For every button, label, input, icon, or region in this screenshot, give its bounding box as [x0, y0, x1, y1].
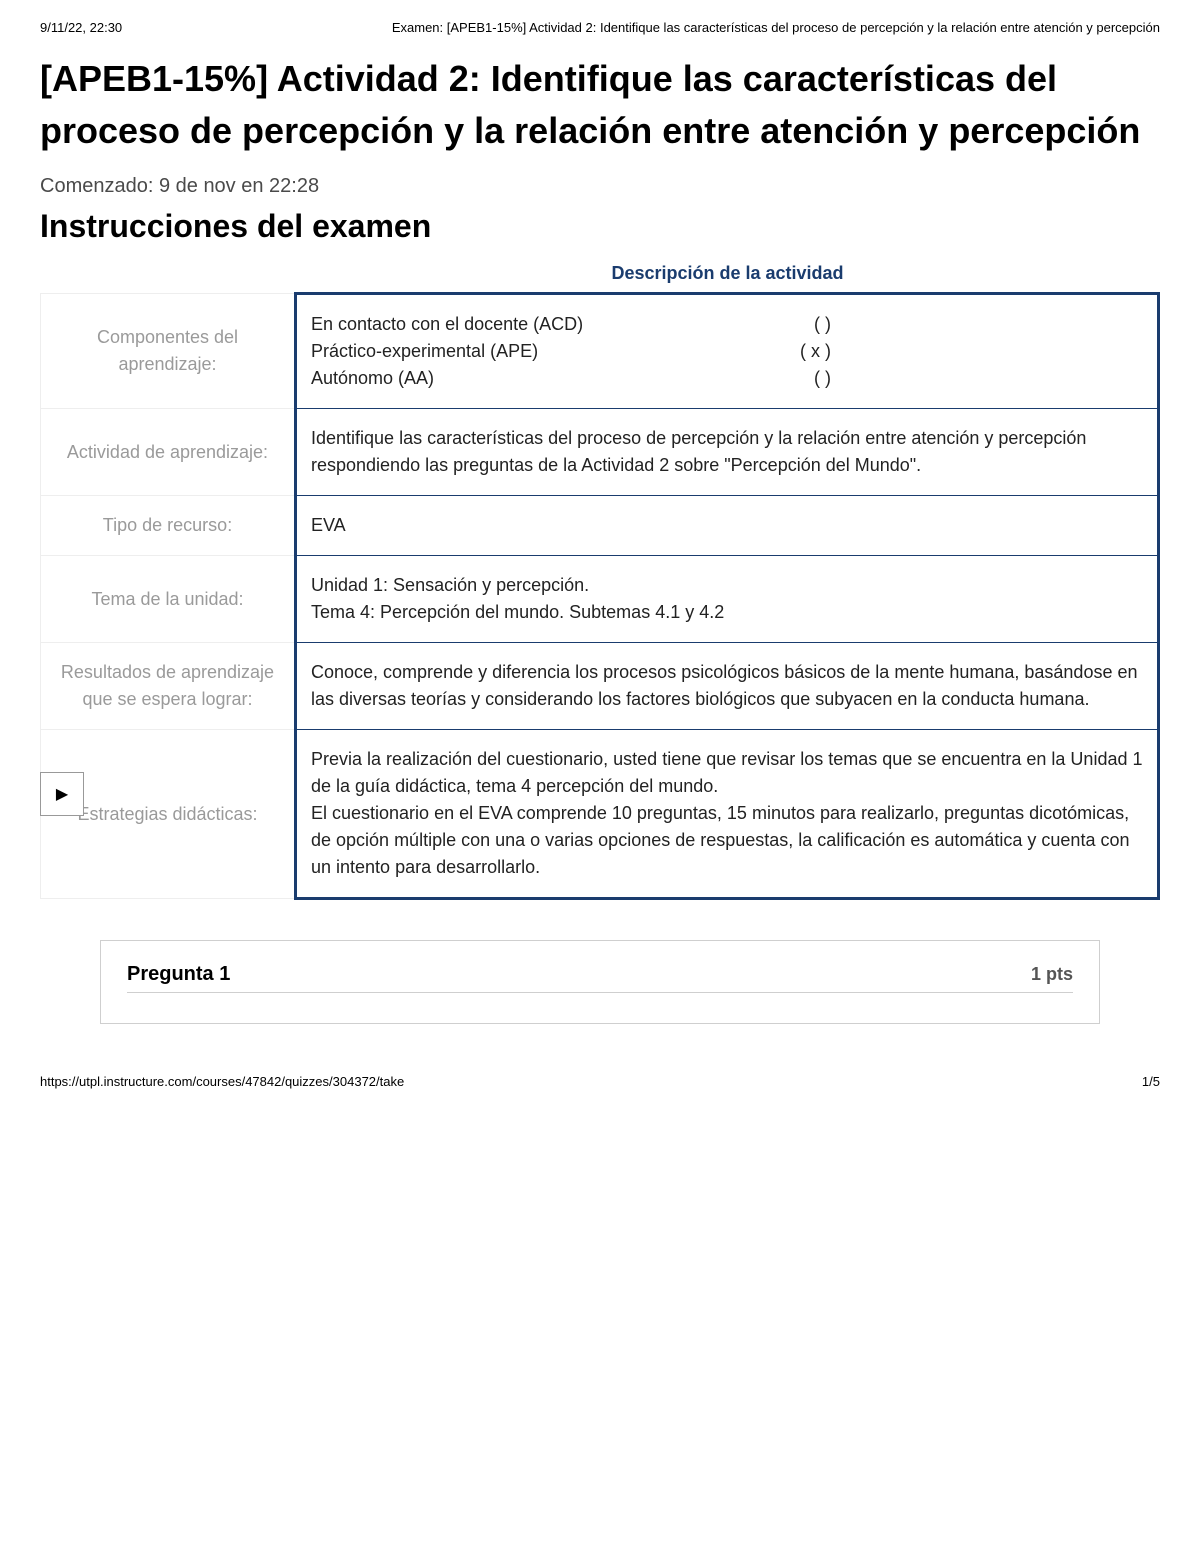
question-card: Pregunta 1 1 pts [100, 940, 1100, 1024]
activity-table: Componentes del aprendizaje: En contacto… [40, 292, 1160, 900]
row-value: En contacto con el docente (ACD) ( ) Prác… [296, 294, 1159, 409]
row-value: EVA [296, 496, 1159, 556]
row-value: Previa la realización del cuestionario, … [296, 730, 1159, 899]
component-mark: ( ) [814, 365, 831, 392]
question-header: Pregunta 1 1 pts [127, 963, 1073, 993]
table-row: Tipo de recurso: EVA [41, 496, 1159, 556]
row-value: Unidad 1: Sensación y percepción. Tema 4… [296, 556, 1159, 643]
question-title: Pregunta 1 [127, 963, 230, 986]
row-value: Identifique las características del proc… [296, 409, 1159, 496]
component-mark: ( ) [814, 311, 831, 338]
description-heading: Descripción de la actividad [40, 263, 1160, 284]
instructions-heading: Instrucciones del examen [40, 208, 1160, 245]
print-doc-title: Examen: [APEB1-15%] Actividad 2: Identif… [392, 20, 1160, 35]
question-points: 1 pts [1031, 964, 1073, 985]
row-label: Resultados de aprendizaje que se espera … [41, 643, 296, 730]
page-title: [APEB1-15%] Actividad 2: Identifique las… [40, 53, 1160, 157]
footer-url: https://utpl.instructure.com/courses/478… [40, 1074, 404, 1089]
table-row: Componentes del aprendizaje: En contacto… [41, 294, 1159, 409]
print-timestamp: 9/11/22, 22:30 [40, 20, 122, 35]
table-row: Estrategias didácticas: Previa la realiz… [41, 730, 1159, 899]
started-text: Comenzado: 9 de nov en 22:28 [40, 175, 1160, 198]
table-row: Resultados de aprendizaje que se espera … [41, 643, 1159, 730]
row-label: Tipo de recurso: [41, 496, 296, 556]
row-label: Componentes del aprendizaje: [41, 294, 296, 409]
table-row: Tema de la unidad: Unidad 1: Sensación y… [41, 556, 1159, 643]
play-button[interactable]: ▶ [40, 772, 84, 816]
row-label: Tema de la unidad: [41, 556, 296, 643]
print-footer: https://utpl.instructure.com/courses/478… [40, 1074, 1160, 1089]
component-name: Práctico-experimental (APE) [311, 338, 538, 365]
row-label: Actividad de aprendizaje: [41, 409, 296, 496]
footer-page: 1/5 [1142, 1074, 1160, 1089]
play-icon: ▶ [56, 784, 68, 804]
component-name: En contacto con el docente (ACD) [311, 311, 583, 338]
table-row: Actividad de aprendizaje: Identifique la… [41, 409, 1159, 496]
print-header: 9/11/22, 22:30 Examen: [APEB1-15%] Activ… [40, 20, 1160, 35]
component-name: Autónomo (AA) [311, 365, 434, 392]
component-mark: ( x ) [800, 338, 831, 365]
row-value: Conoce, comprende y diferencia los proce… [296, 643, 1159, 730]
